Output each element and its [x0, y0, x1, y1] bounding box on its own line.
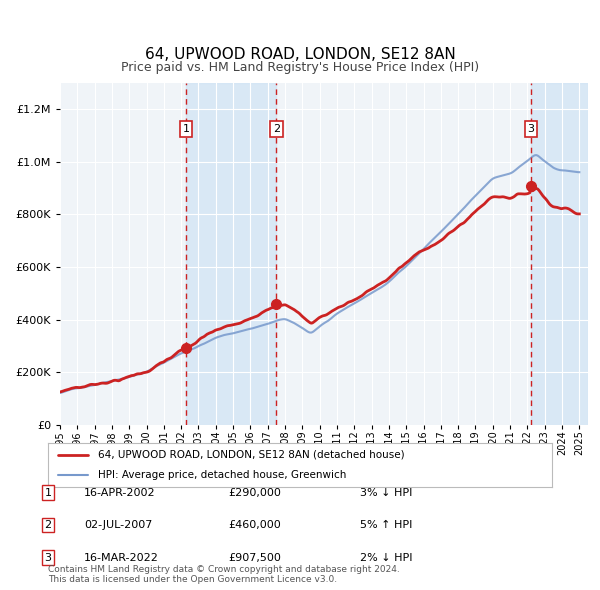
- Text: 2: 2: [273, 124, 280, 134]
- Text: 3: 3: [44, 553, 52, 562]
- Text: 1: 1: [183, 124, 190, 134]
- Bar: [186, 83, 277, 425]
- Text: 5% ↑ HPI: 5% ↑ HPI: [360, 520, 412, 530]
- Text: £907,500: £907,500: [228, 553, 281, 562]
- Text: 2% ↓ HPI: 2% ↓ HPI: [360, 553, 413, 562]
- Text: 16-APR-2002: 16-APR-2002: [84, 488, 155, 497]
- Bar: [531, 83, 588, 425]
- Text: 16-MAR-2022: 16-MAR-2022: [84, 553, 159, 562]
- Text: 64, UPWOOD ROAD, LONDON, SE12 8AN (detached house): 64, UPWOOD ROAD, LONDON, SE12 8AN (detac…: [98, 450, 405, 460]
- Text: Price paid vs. HM Land Registry's House Price Index (HPI): Price paid vs. HM Land Registry's House …: [121, 61, 479, 74]
- Text: HPI: Average price, detached house, Greenwich: HPI: Average price, detached house, Gree…: [98, 470, 347, 480]
- Text: 3% ↓ HPI: 3% ↓ HPI: [360, 488, 412, 497]
- Text: £460,000: £460,000: [228, 520, 281, 530]
- Text: 02-JUL-2007: 02-JUL-2007: [84, 520, 152, 530]
- Text: 64, UPWOOD ROAD, LONDON, SE12 8AN: 64, UPWOOD ROAD, LONDON, SE12 8AN: [145, 47, 455, 62]
- Text: 3: 3: [527, 124, 535, 134]
- Text: 2: 2: [44, 520, 52, 530]
- Text: £290,000: £290,000: [228, 488, 281, 497]
- Text: 1: 1: [44, 488, 52, 497]
- Text: Contains HM Land Registry data © Crown copyright and database right 2024.
This d: Contains HM Land Registry data © Crown c…: [48, 565, 400, 584]
